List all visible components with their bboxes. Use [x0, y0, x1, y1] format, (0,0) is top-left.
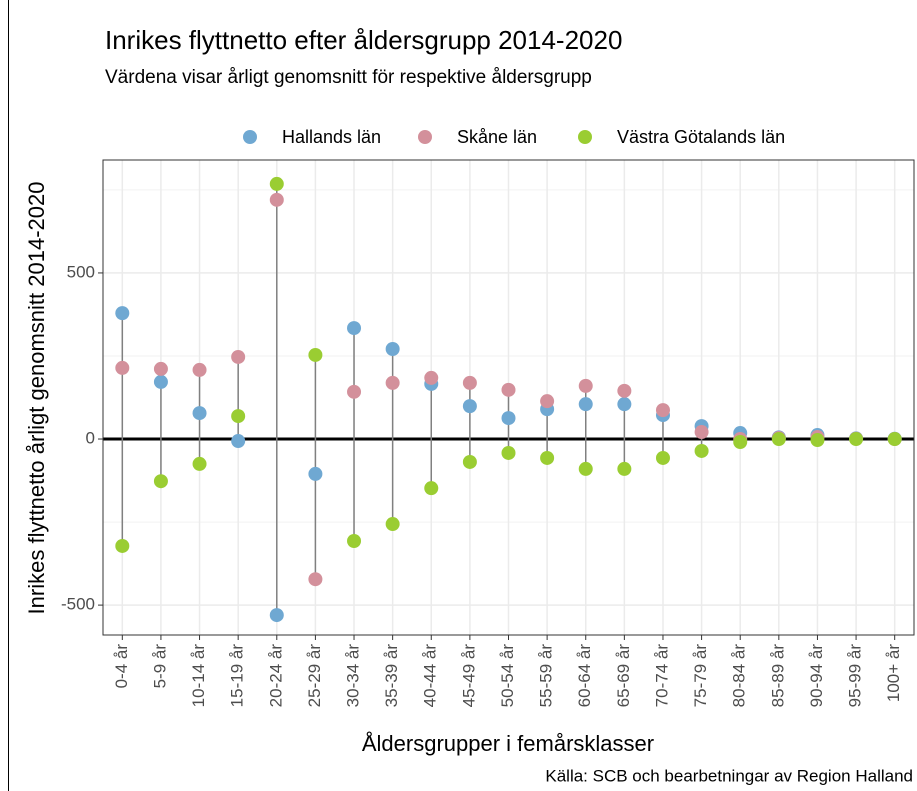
- x-tick-label: 40-44 år: [421, 644, 440, 708]
- dot: [733, 435, 748, 450]
- dot: [231, 409, 246, 424]
- dot: [540, 394, 555, 409]
- dot: [347, 533, 362, 548]
- dot: [269, 176, 284, 191]
- x-tick-label: 50-54 år: [498, 644, 517, 708]
- dot: [424, 481, 439, 496]
- x-tick-label: 75-79 år: [691, 644, 710, 708]
- dot: [655, 450, 670, 465]
- x-tick-label: 0-4 år: [112, 644, 131, 689]
- dot: [578, 397, 593, 412]
- dot: [849, 432, 864, 447]
- dot: [540, 450, 555, 465]
- dot: [231, 434, 246, 449]
- y-tick-label: 0: [86, 429, 95, 448]
- x-tick-label: 55-59 år: [537, 644, 556, 708]
- legend-swatch: [418, 130, 432, 144]
- y-tick-label: 500: [67, 262, 95, 281]
- dot: [231, 349, 246, 364]
- dot: [347, 321, 362, 336]
- dot: [617, 461, 632, 476]
- dot: [385, 375, 400, 390]
- x-tick-label: 25-29 år: [305, 644, 324, 708]
- dot: [887, 432, 902, 447]
- chart-title: Inrikes flyttnetto efter åldersgrupp 201…: [105, 25, 622, 55]
- legend-label: Hallands län: [282, 127, 381, 147]
- dot: [153, 374, 168, 389]
- dot: [308, 466, 323, 481]
- dot: [192, 406, 207, 421]
- x-tick-label: 15-19 år: [228, 644, 247, 708]
- dot: [385, 342, 400, 357]
- dot: [115, 538, 130, 553]
- x-axis-title: Åldersgrupper i femårsklasser: [362, 731, 654, 756]
- dot: [115, 306, 130, 321]
- dot: [694, 425, 709, 440]
- dot: [385, 517, 400, 532]
- x-tick-label: 65-69 år: [614, 644, 633, 708]
- dot: [694, 443, 709, 458]
- dot: [308, 347, 323, 362]
- dot: [501, 411, 516, 426]
- x-tick-label: 100+ år: [884, 644, 903, 702]
- x-tick-label: 90-94 år: [807, 644, 826, 708]
- x-tick-label: 20-24 år: [266, 644, 285, 708]
- dot: [655, 403, 670, 418]
- x-tick-label: 30-34 år: [344, 644, 363, 708]
- y-axis-title: Inrikes flyttnetto årligt genomsnitt 201…: [24, 182, 49, 615]
- legend-swatch: [243, 130, 257, 144]
- x-tick-label: 95-99 år: [846, 644, 865, 708]
- panel-border: [102, 159, 915, 636]
- dot: [810, 433, 825, 448]
- dot: [501, 382, 516, 397]
- dot: [424, 370, 439, 385]
- dot: [192, 362, 207, 377]
- caption: Källa: SCB och bearbetningar av Region H…: [545, 766, 913, 785]
- chart-subtitle: Värdena visar årligt genomsnitt för resp…: [105, 67, 592, 88]
- dot: [308, 572, 323, 587]
- dot: [192, 456, 207, 471]
- legend-label: Västra Götalands län: [617, 127, 785, 147]
- dot: [153, 474, 168, 489]
- legend-swatch: [578, 130, 592, 144]
- dot: [617, 383, 632, 398]
- x-tick-label: 10-14 år: [189, 644, 208, 708]
- dot: [115, 360, 130, 375]
- dot: [578, 461, 593, 476]
- legend-label: Skåne län: [457, 127, 537, 147]
- x-tick-label: 5-9 år: [150, 644, 169, 689]
- x-tick-label: 60-64 år: [575, 644, 594, 708]
- dot: [578, 378, 593, 393]
- dot: [269, 192, 284, 207]
- dot: [462, 399, 477, 414]
- dot: [347, 384, 362, 399]
- dot: [771, 432, 786, 447]
- dot: [617, 397, 632, 412]
- dot: [153, 361, 168, 376]
- x-tick-label: 85-89 år: [768, 644, 787, 708]
- dot: [269, 608, 284, 623]
- x-tick-label: 70-74 år: [652, 644, 671, 708]
- dot: [462, 375, 477, 390]
- x-tick-label: 35-39 år: [382, 644, 401, 708]
- x-tick-label: 80-84 år: [730, 644, 749, 708]
- dot: [462, 454, 477, 469]
- dot: [501, 445, 516, 460]
- x-tick-label: 45-49 år: [459, 644, 478, 708]
- y-tick-label: -500: [61, 595, 95, 614]
